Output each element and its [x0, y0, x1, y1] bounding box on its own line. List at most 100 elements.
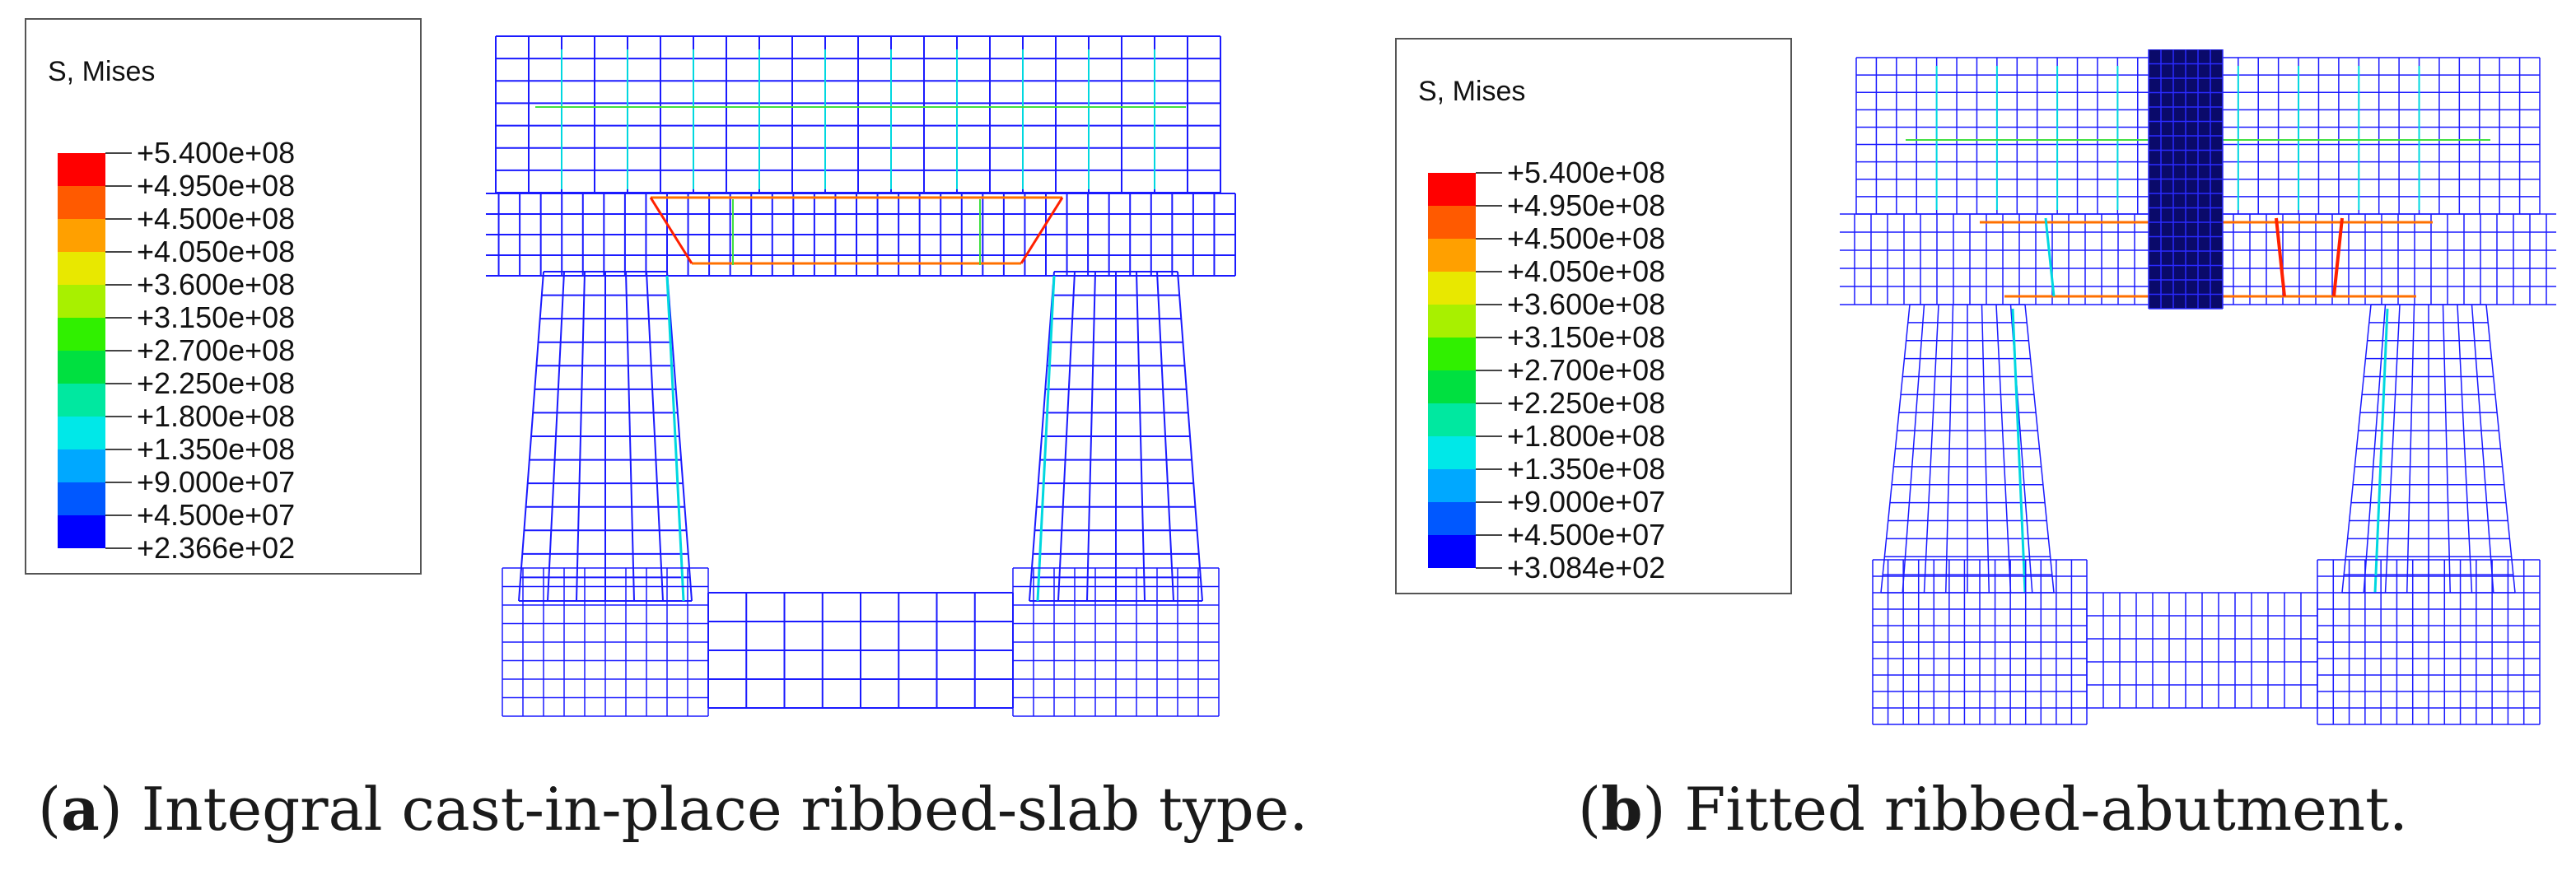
mesh-line	[2044, 217, 2056, 297]
legend-tick	[1476, 403, 1502, 404]
caption-text-b: Fitted ribbed-abutment.	[1684, 775, 2408, 844]
mesh-line	[2384, 304, 2401, 594]
legend-swatch	[58, 482, 105, 515]
legend-swatch	[58, 285, 105, 318]
mesh-line	[665, 275, 685, 602]
legend-label: +3.150e+08	[1507, 320, 1666, 354]
fe-model-fitted-abutment-mesh	[1840, 49, 2556, 725]
legend-label: +1.350e+08	[1507, 452, 1666, 486]
mesh-line	[2406, 304, 2415, 594]
stress-legend-a: S, Mises +5.400e+08 +4.950e+08 +4.500e+08 +…	[25, 18, 422, 575]
mesh-line	[547, 271, 565, 602]
legend-tick	[105, 383, 132, 384]
legend-tick	[1476, 435, 1502, 437]
legend-swatch	[58, 449, 105, 482]
legend-swatch	[1428, 403, 1476, 436]
legend-tick	[105, 218, 132, 220]
mesh-line	[1036, 275, 1056, 602]
mesh-line	[1981, 304, 1990, 594]
legend-tick	[105, 317, 132, 319]
legend-tick	[105, 185, 132, 187]
mesh-line	[2485, 304, 2516, 594]
legend-swatch	[1428, 535, 1476, 568]
legend-label: +4.950e+08	[1507, 189, 1666, 222]
figure-panel-b: S, Mises +5.400e+08 +4.950e+08 +4.500e+08 +…	[1288, 0, 2576, 880]
legend-tick	[105, 350, 132, 352]
mesh-line	[2341, 304, 2372, 594]
legend-label: +1.350e+08	[137, 432, 296, 466]
mesh-line	[1086, 271, 1096, 602]
legend-title-a: S, Mises	[48, 56, 156, 87]
legend-title-b: S, Mises	[1418, 76, 1526, 107]
mesh-line	[625, 271, 635, 602]
legend-label: +9.000e+07	[137, 465, 296, 499]
legend-swatch	[58, 384, 105, 417]
mesh-line	[1057, 271, 1076, 602]
caption-text-a: Integral cast-in-place ribbed-slab type.	[141, 775, 1309, 844]
legend-label: +3.600e+08	[137, 268, 296, 301]
mesh-line	[2024, 304, 2055, 594]
legend-tick	[105, 547, 132, 549]
mesh-line	[1945, 304, 1954, 594]
legend-tick	[1476, 205, 1502, 207]
caption-letter-b: b	[1601, 774, 1643, 844]
legend-swatch	[1428, 206, 1476, 239]
legend-swatch	[1428, 338, 1476, 370]
legend-tick	[1476, 567, 1502, 569]
mesh-line	[2442, 304, 2451, 594]
legend-swatch	[58, 186, 105, 219]
legend-swatch	[58, 153, 105, 186]
mesh-line	[2275, 217, 2286, 297]
mesh-line	[1902, 304, 1925, 594]
legend-label: +2.366e+02	[137, 531, 296, 565]
legend-label: +4.950e+08	[137, 169, 296, 203]
legend-swatch	[58, 515, 105, 548]
legend-tick	[1476, 172, 1502, 174]
legend-label: +3.084e+02	[1507, 551, 1666, 584]
legend-swatch	[1428, 305, 1476, 338]
mesh-line	[646, 271, 664, 602]
legend-swatch	[58, 417, 105, 449]
legend-label: +4.050e+08	[137, 235, 296, 268]
figure-panel-a: S, Mises +5.400e+08 +4.950e+08 +4.500e+08 +…	[25, 18, 1308, 844]
legend-swatch	[1428, 239, 1476, 272]
mesh-line	[1880, 304, 1911, 594]
legend-tick	[105, 251, 132, 253]
legend-tick	[1476, 501, 1502, 503]
legend-tick	[105, 514, 132, 516]
mesh-line	[666, 271, 693, 602]
legend-tick	[1476, 534, 1502, 536]
mesh-line	[2471, 304, 2494, 594]
legend-label: +4.500e+07	[137, 498, 296, 532]
legend-tick	[105, 152, 132, 154]
mesh-line	[1136, 271, 1146, 602]
legend-label: +4.500e+08	[137, 202, 296, 235]
legend-tick	[105, 449, 132, 450]
mesh-line	[1029, 271, 1055, 602]
legend-tick	[1476, 337, 1502, 338]
legend-swatch	[1428, 436, 1476, 469]
stress-legend-b: S, Mises +5.400e+08 +4.950e+08 +4.500e+08 +…	[1395, 38, 1792, 594]
legend-label: +3.600e+08	[1507, 287, 1666, 321]
legend-swatch	[1428, 502, 1476, 535]
mesh-line	[2363, 304, 2387, 594]
legend-swatch	[1428, 370, 1476, 403]
legend-label: +4.050e+08	[1507, 254, 1666, 288]
legend-swatch	[1428, 272, 1476, 305]
mesh-line	[1156, 271, 1174, 602]
mesh-line	[1020, 197, 1064, 264]
legend-tick	[1476, 304, 1502, 305]
caption-b: (b) Fitted ribbed-abutment.	[1578, 774, 2408, 844]
legend-label: +2.250e+08	[1507, 386, 1666, 420]
mesh-line	[576, 271, 586, 602]
legend-label: +3.150e+08	[137, 300, 296, 334]
legend-label: +5.400e+08	[137, 136, 296, 170]
legend-tick	[105, 416, 132, 417]
legend-swatch	[58, 252, 105, 285]
legend-label: +4.500e+08	[1507, 221, 1666, 255]
legend-tick	[1476, 238, 1502, 240]
caption-a: (a) Integral cast-in-place ribbed-slab t…	[38, 774, 1309, 844]
mesh-line	[2011, 308, 2027, 594]
fe-model-ribbed-slab-mesh	[486, 35, 1236, 717]
mesh-line	[1177, 271, 1203, 602]
